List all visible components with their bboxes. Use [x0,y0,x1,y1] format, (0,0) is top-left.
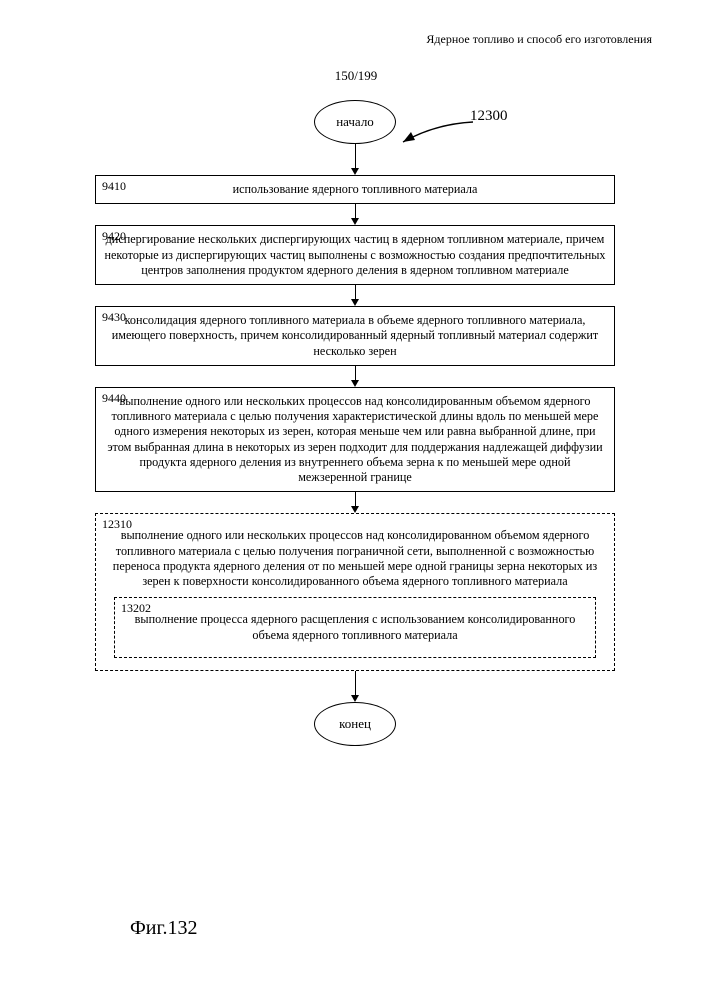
arrowhead-icon [351,168,359,175]
step-number: 9430 [102,310,126,325]
start-terminal: начало [314,100,396,144]
connector [355,366,356,380]
page-number: 150/199 [335,68,378,84]
figure-label: Фиг.132 [130,917,197,940]
step-text: консолидация ядерного топливного материа… [104,311,606,359]
step-number: 9410 [102,179,126,194]
step-12310: 12310 выполнение одного или нескольких п… [95,513,615,671]
connector [355,204,356,218]
flowchart: начало 9410 использование ядерного топли… [95,100,615,746]
step-13202: 13202 выполнение процесса ядерного расще… [114,597,596,658]
step-text: выполнение процесса ядерного расщепления… [125,604,585,649]
arrowhead-icon [351,506,359,513]
arrowhead-icon [351,380,359,387]
arrowhead-icon [351,299,359,306]
page: Ядерное топливо и способ его изготовлени… [0,0,712,1000]
start-label: начало [336,114,374,130]
step-number: 13202 [121,601,151,616]
arrowhead-icon [351,695,359,702]
step-text: выполнение одного или нескольких процесс… [104,392,606,486]
step-number: 12310 [102,517,132,532]
step-number: 9440 [102,391,126,406]
end-terminal: конец [314,702,396,746]
connector [355,671,356,695]
connector [355,144,356,168]
arrowhead-icon [351,218,359,225]
header-title: Ядерное топливо и способ его изготовлени… [426,32,652,47]
step-text: диспергирование нескольких диспергирующи… [104,230,606,278]
step-9440: 9440 выполнение одного или нескольких пр… [95,387,615,493]
step-number: 9420 [102,229,126,244]
connector [355,492,356,506]
step-9430: 9430 консолидация ядерного топливного ма… [95,306,615,366]
end-label: конец [339,716,371,732]
step-9420: 9420 диспергирование нескольких дисперги… [95,225,615,285]
connector [355,285,356,299]
step-text: выполнение одного или нескольких процесс… [106,520,604,595]
step-9410: 9410 использование ядерного топливного м… [95,175,615,204]
step-text: использование ядерного топливного матери… [104,180,606,197]
